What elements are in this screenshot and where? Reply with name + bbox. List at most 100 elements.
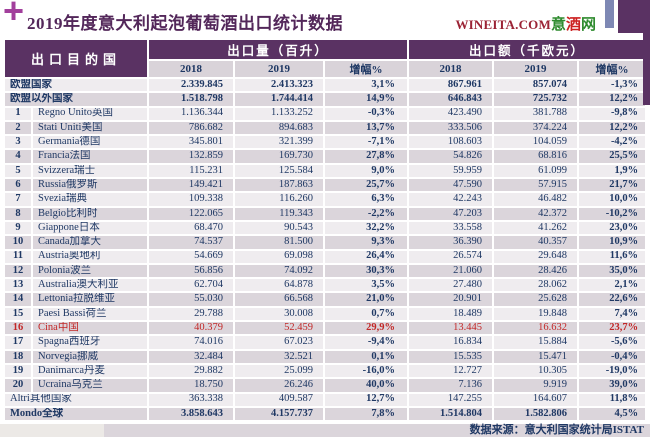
table-row: Altri其他国家 363.338 409.587 12,7% 147.255 164.6…: [5, 393, 646, 406]
footer: 数据来源：意大利国家统计局ISTAT: [0, 424, 650, 437]
num-cell: 786.682: [149, 121, 234, 135]
name-cell: Svizzera瑞士: [33, 164, 148, 178]
rank-cell: 13: [5, 279, 31, 292]
pct-cell: 4,5%: [579, 407, 646, 421]
num-cell: 132.859: [149, 150, 234, 163]
num-cell: 64.878: [235, 279, 324, 292]
table-row: 2 Stati Uniti美国 786.682 894.683 13,7% 333.506…: [5, 121, 646, 135]
pct-cell: 9,3%: [325, 236, 408, 249]
table-row: 4 Francia法国 132.859 169.730 27,8% 54.826 68.81…: [5, 150, 646, 163]
pct-cell: 12,2%: [579, 93, 646, 106]
num-cell: 67.023: [235, 336, 324, 349]
num-cell: 25.628: [494, 293, 578, 306]
num-cell: 62.704: [149, 279, 234, 292]
name-cell: Ucraina乌克兰: [33, 379, 148, 392]
pct-cell: 0,1%: [325, 350, 408, 363]
table-row: 5 Svizzera瑞士 115.231 125.584 9,0% 59.959 61.09…: [5, 164, 646, 178]
name-cell: Austria奥地利: [33, 250, 148, 263]
logo-cjk-char: 意: [550, 17, 566, 33]
pct-cell: -0,3%: [325, 107, 408, 120]
pct-cell: 27,8%: [325, 150, 408, 163]
pct-cell: -19,0%: [579, 364, 646, 378]
num-cell: 26.246: [235, 379, 324, 392]
subheader-val-2019: 2019: [494, 61, 578, 77]
table-row: 7 Svezia瑞典 109.338 116.260 6,3% 42.243 46.482 1…: [5, 193, 646, 206]
pct-cell: -7,1%: [325, 136, 408, 149]
num-cell: 119.343: [235, 207, 324, 220]
num-cell: 16.632: [494, 322, 578, 335]
pct-cell: -9,8%: [579, 107, 646, 120]
pct-cell: 32,2%: [325, 221, 408, 235]
num-cell: 725.732: [494, 93, 578, 106]
table-row: 16 Cina中国 40.379 52.459 29,9% 13.445 16.632 23,…: [5, 322, 646, 335]
name-cell: Danimarca丹麦: [33, 364, 148, 378]
num-cell: 108.603: [409, 136, 493, 149]
num-cell: 56.856: [149, 264, 234, 278]
rank-cell: 8: [5, 207, 31, 220]
num-cell: 18.750: [149, 379, 234, 392]
num-cell: 69.098: [235, 250, 324, 263]
num-cell: 187.863: [235, 179, 324, 192]
rank-cell: 15: [5, 307, 31, 321]
num-cell: 30.008: [235, 307, 324, 321]
num-cell: 29.882: [149, 364, 234, 378]
pct-cell: 2,1%: [579, 279, 646, 292]
logo-cjk-char: 网: [580, 17, 596, 33]
num-cell: 18.489: [409, 307, 493, 321]
logo-latin-text: WINEITA.COM: [455, 17, 551, 32]
rank-cell: 12: [5, 264, 31, 278]
deco-blue-bar: [605, 0, 614, 28]
table-row: 9 Giappone日本 68.470 90.543 32,2% 33.558 41.262…: [5, 221, 646, 235]
num-cell: 363.338: [149, 393, 234, 406]
num-cell: 867.961: [409, 79, 493, 92]
num-cell: 41.262: [494, 221, 578, 235]
table-row: 11 Austria奥地利 54.669 69.098 26,4% 26.574 29.64…: [5, 250, 646, 263]
num-cell: 7.136: [409, 379, 493, 392]
name-cell: Canada加拿大: [33, 236, 148, 249]
pct-cell: -0,4%: [579, 350, 646, 363]
pct-cell: -4,2%: [579, 136, 646, 149]
table-row: Mondo全球 3.858.643 4.157.737 7,8% 1.514.804 1.…: [5, 407, 646, 421]
num-cell: 409.587: [235, 393, 324, 406]
pct-cell: -16,0%: [325, 364, 408, 378]
num-cell: 104.059: [494, 136, 578, 149]
num-cell: 2.413.323: [235, 79, 324, 92]
pct-cell: 26,4%: [325, 250, 408, 263]
page-header: + 2019年度意大利起泡葡萄酒出口统计数据 WINEITA.COM意酒网: [0, 0, 650, 38]
rank-cell: 1: [5, 107, 31, 120]
name-cell: Lettonia拉脱维亚: [33, 293, 148, 306]
pct-cell: 21,7%: [579, 179, 646, 192]
pct-cell: 11,6%: [579, 250, 646, 263]
num-cell: 90.543: [235, 221, 324, 235]
table-row: 1 Regno Unito英国 1.136.344 1.133.252 -0,3% 423…: [5, 107, 646, 120]
num-cell: 16.834: [409, 336, 493, 349]
pct-cell: 23,0%: [579, 221, 646, 235]
num-cell: 15.535: [409, 350, 493, 363]
num-cell: 68.816: [494, 150, 578, 163]
table-row: 8 Belgio比利时 122.065 119.343 -2,2% 47.203 42.37…: [5, 207, 646, 220]
num-cell: 857.074: [494, 79, 578, 92]
pct-cell: 39,0%: [579, 379, 646, 392]
subheader-val-2018: 2018: [409, 61, 493, 77]
num-cell: 74.016: [149, 336, 234, 349]
num-cell: 29.788: [149, 307, 234, 321]
num-cell: 894.683: [235, 121, 324, 135]
num-cell: 20.901: [409, 293, 493, 306]
num-cell: 1.136.344: [149, 107, 234, 120]
data-source: 数据来源：意大利国家统计局ISTAT: [104, 424, 650, 437]
table-row: 12 Polonia波兰 56.856 74.092 30,3% 21.060 28.426…: [5, 264, 646, 278]
num-cell: 42.372: [494, 207, 578, 220]
rank-cell: 5: [5, 164, 31, 178]
rank-cell: 14: [5, 293, 31, 306]
logo-cjk-char: 酒: [565, 17, 581, 33]
num-cell: 47.590: [409, 179, 493, 192]
num-cell: 40.357: [494, 236, 578, 249]
name-cell: Mondo全球: [5, 407, 148, 421]
name-cell: 欧盟国家: [5, 79, 148, 92]
num-cell: 28.062: [494, 279, 578, 292]
num-cell: 147.255: [409, 393, 493, 406]
pct-cell: 7,4%: [579, 307, 646, 321]
num-cell: 333.506: [409, 121, 493, 135]
num-cell: 1.582.806: [494, 407, 578, 421]
pct-cell: 10,0%: [579, 193, 646, 206]
